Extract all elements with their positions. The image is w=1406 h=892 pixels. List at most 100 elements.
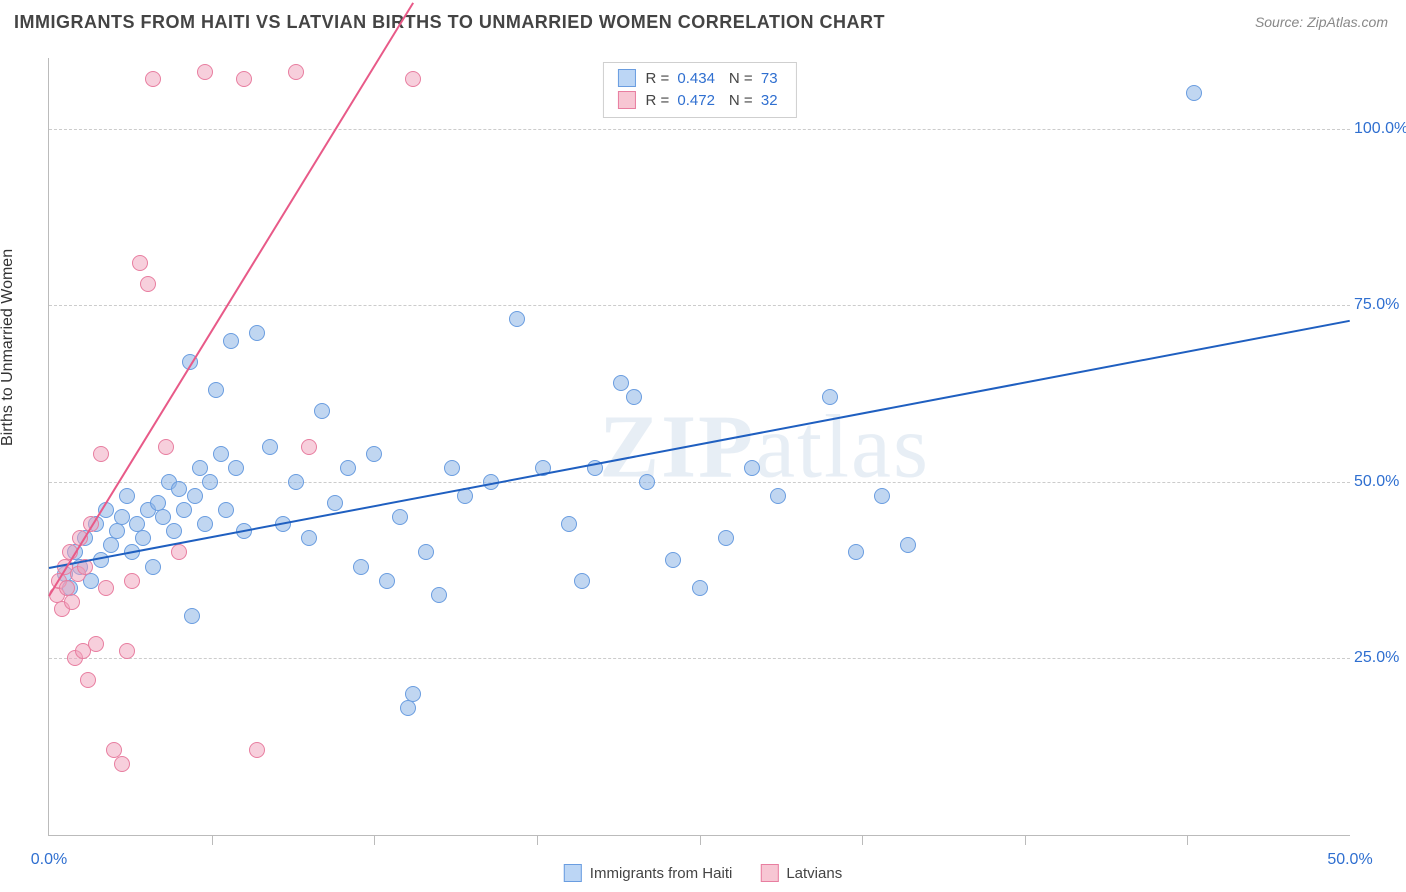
data-point — [208, 382, 224, 398]
data-point — [119, 643, 135, 659]
legend-label: Immigrants from Haiti — [590, 865, 733, 882]
data-point — [132, 255, 148, 271]
chart-title: IMMIGRANTS FROM HAITI VS LATVIAN BIRTHS … — [14, 12, 885, 33]
legend-item: Latvians — [760, 864, 842, 882]
legend-swatch — [760, 864, 778, 882]
x-tick — [212, 835, 213, 845]
data-point — [665, 552, 681, 568]
x-tick — [1187, 835, 1188, 845]
data-point — [770, 488, 786, 504]
x-tick — [1025, 835, 1026, 845]
data-point — [184, 608, 200, 624]
data-point — [340, 460, 356, 476]
data-point — [327, 495, 343, 511]
data-point — [135, 530, 151, 546]
data-point — [236, 71, 252, 87]
data-point — [88, 636, 104, 652]
legend-r-label: R = 0.434 — [645, 70, 718, 87]
data-point — [109, 523, 125, 539]
data-point — [405, 71, 421, 87]
data-point — [444, 460, 460, 476]
legend-n-label: N = 73 — [729, 70, 782, 87]
gridline-horizontal — [49, 482, 1350, 483]
trend-line — [49, 319, 1350, 568]
data-point — [431, 587, 447, 603]
x-tick-label: 0.0% — [31, 851, 67, 869]
data-point — [1186, 85, 1202, 101]
legend-stat-row: R = 0.434 N = 73 — [617, 67, 781, 89]
data-point — [301, 530, 317, 546]
data-point — [718, 530, 734, 546]
y-tick-label: 75.0% — [1354, 296, 1404, 314]
data-point — [301, 439, 317, 455]
gridline-horizontal — [49, 129, 1350, 130]
data-point — [124, 573, 140, 589]
data-point — [249, 325, 265, 341]
source-label: Source: ZipAtlas.com — [1255, 14, 1388, 30]
data-point — [744, 460, 760, 476]
data-point — [249, 742, 265, 758]
data-point — [353, 559, 369, 575]
data-point — [418, 544, 434, 560]
data-point — [561, 516, 577, 532]
data-point — [392, 509, 408, 525]
legend-n-value: 32 — [757, 92, 782, 109]
data-point — [197, 64, 213, 80]
legend-r-label: R = 0.472 — [645, 92, 718, 109]
legend-swatch — [617, 69, 635, 87]
data-point — [171, 544, 187, 560]
x-tick — [862, 835, 863, 845]
legend-series: Immigrants from Haiti Latvians — [564, 864, 842, 882]
data-point — [262, 439, 278, 455]
data-point — [574, 573, 590, 589]
data-point — [202, 474, 218, 490]
data-point — [171, 481, 187, 497]
x-tick-label: 50.0% — [1327, 851, 1372, 869]
data-point — [509, 311, 525, 327]
gridline-horizontal — [49, 305, 1350, 306]
legend-stat-row: R = 0.472 N = 32 — [617, 89, 781, 111]
data-point — [145, 559, 161, 575]
data-point — [145, 71, 161, 87]
data-point — [140, 276, 156, 292]
legend-r-value: 0.434 — [673, 70, 719, 87]
data-point — [103, 537, 119, 553]
data-point — [213, 446, 229, 462]
data-point — [93, 446, 109, 462]
data-point — [366, 446, 382, 462]
data-point — [626, 389, 642, 405]
data-point — [98, 580, 114, 596]
legend-item: Immigrants from Haiti — [564, 864, 733, 882]
data-point — [187, 488, 203, 504]
data-point — [900, 537, 916, 553]
x-tick — [537, 835, 538, 845]
data-point — [218, 502, 234, 518]
data-point — [223, 333, 239, 349]
legend-r-value: 0.472 — [673, 92, 719, 109]
data-point — [288, 474, 304, 490]
legend-n-label: N = 32 — [729, 92, 782, 109]
legend-swatch — [617, 91, 635, 109]
data-point — [288, 64, 304, 80]
data-point — [155, 509, 171, 525]
data-point — [228, 460, 244, 476]
data-point — [692, 580, 708, 596]
scatter-plot: ZIPatlas R = 0.434N = 73R = 0.472N = 32 … — [48, 58, 1350, 836]
data-point — [639, 474, 655, 490]
data-point — [400, 700, 416, 716]
data-point — [114, 756, 130, 772]
y-tick-label: 50.0% — [1354, 473, 1404, 491]
y-axis-label: Births to Unmarried Women — [0, 249, 17, 446]
data-point — [197, 516, 213, 532]
x-tick — [700, 835, 701, 845]
data-point — [874, 488, 890, 504]
data-point — [114, 509, 130, 525]
data-point — [119, 488, 135, 504]
data-point — [314, 403, 330, 419]
gridline-horizontal — [49, 658, 1350, 659]
data-point — [379, 573, 395, 589]
y-tick-label: 100.0% — [1354, 120, 1404, 138]
data-point — [822, 389, 838, 405]
data-point — [64, 594, 80, 610]
legend-label: Latvians — [786, 865, 842, 882]
